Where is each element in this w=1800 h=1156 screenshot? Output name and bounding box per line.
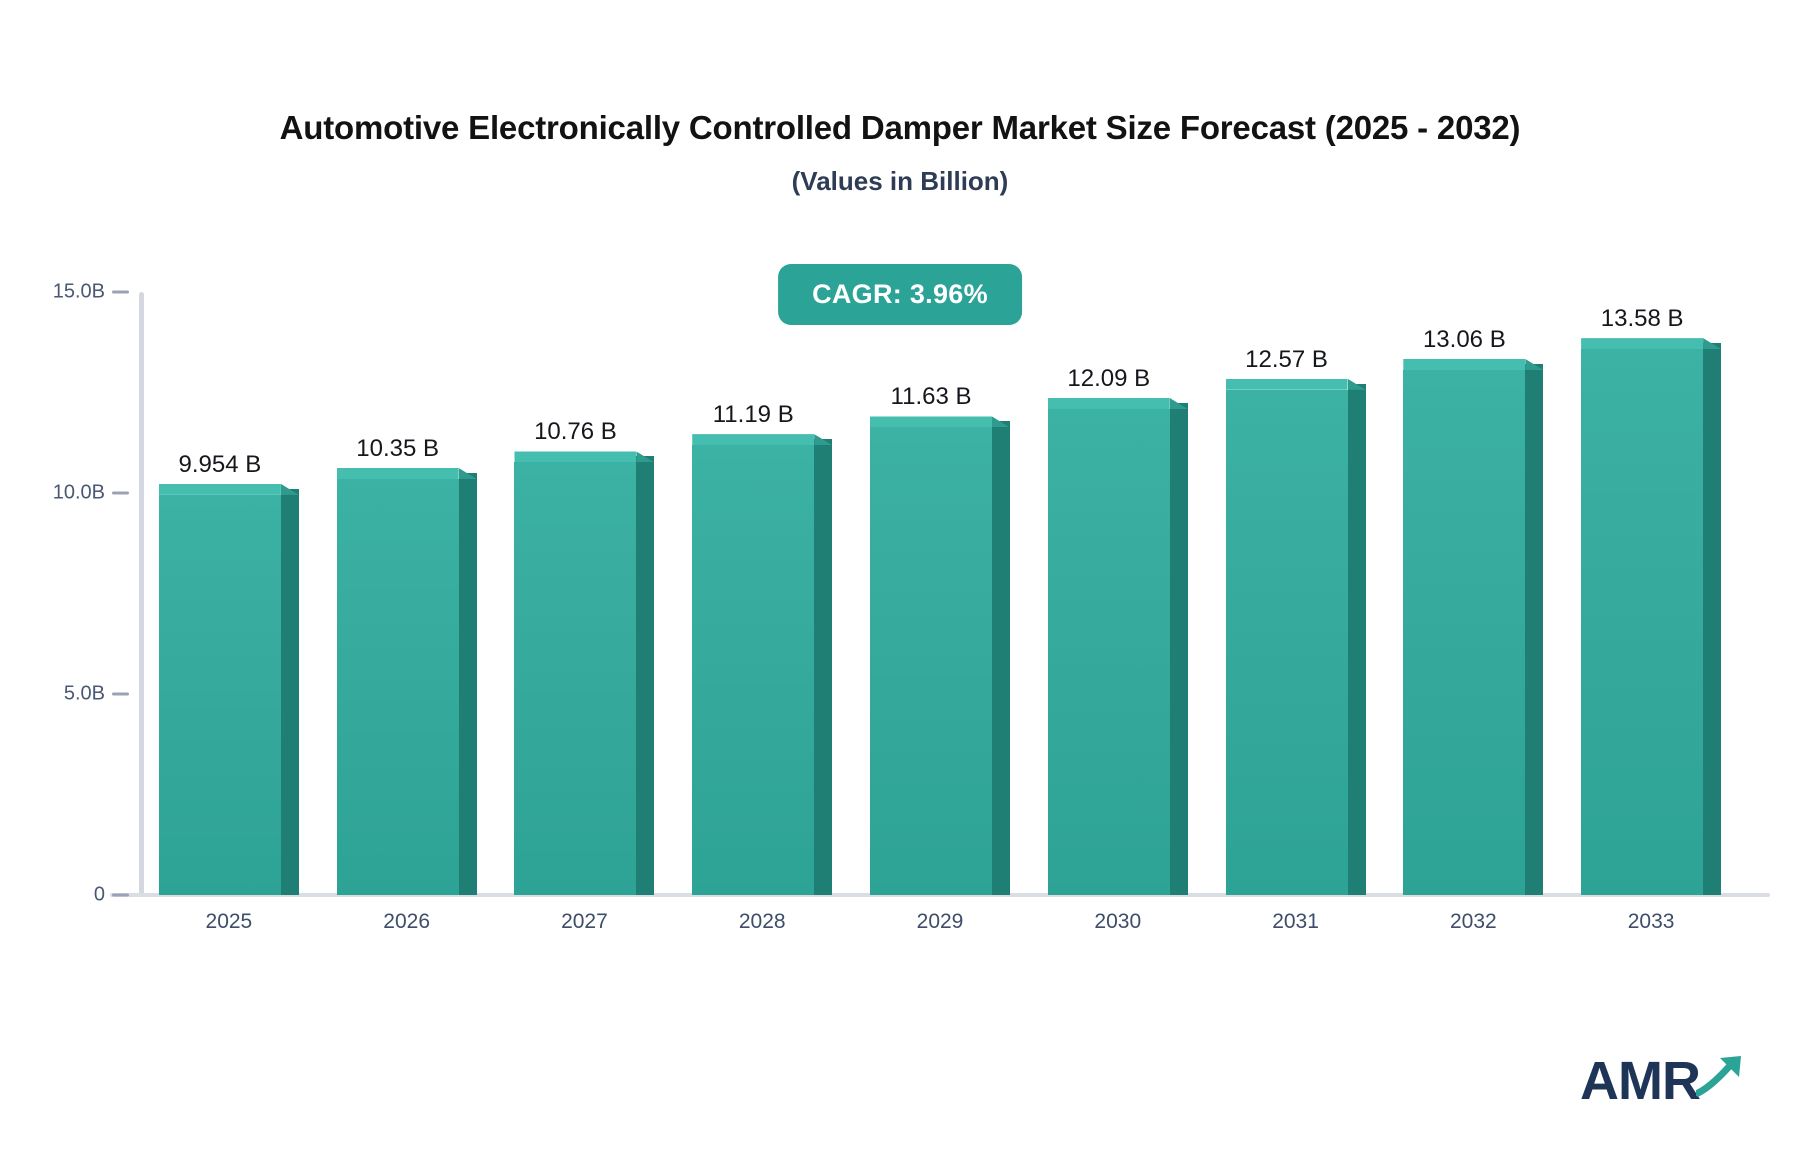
bar-2026[interactable] <box>336 467 477 895</box>
bar-front-face <box>1047 408 1170 895</box>
bar-side-face <box>636 456 655 895</box>
bar-value-label: 12.09 B <box>1067 364 1151 392</box>
bar-top-face <box>336 467 459 479</box>
y-axis-tick-mark <box>112 290 129 294</box>
x-axis-tick-label: 2026 <box>383 910 431 933</box>
bar-2028[interactable] <box>692 434 833 895</box>
x-axis-tick-label: 2031 <box>1272 910 1319 933</box>
bar-top-bevel <box>814 434 833 446</box>
bar-side-face <box>1703 343 1722 895</box>
y-axis-line <box>139 292 144 895</box>
bar-side-face <box>280 488 299 895</box>
bar-front-face <box>870 427 992 895</box>
bar-value-label: 10.35 B <box>356 434 440 462</box>
bar-top-face <box>1581 338 1704 350</box>
bar-top-bevel <box>280 483 299 495</box>
title-block: Automotive Electronically Controlled Dam… <box>0 108 1800 197</box>
x-axis-tick-label: 2032 <box>1449 910 1497 933</box>
bar-front-face <box>336 478 459 895</box>
x-axis-tick-label: 2027 <box>561 910 608 933</box>
bar-2025[interactable] <box>158 483 299 895</box>
bar-top-face <box>692 434 815 446</box>
bar-top-face <box>1047 397 1170 409</box>
bar-top-bevel <box>1703 338 1722 350</box>
y-axis-tick-marks <box>112 0 132 1156</box>
bar-side-face <box>1347 383 1366 895</box>
y-axis-tick-labels: 0 5.0B 10.0B 15.0B <box>0 0 105 1156</box>
bar-side-face <box>1169 402 1188 895</box>
bar-2027[interactable] <box>514 451 655 895</box>
x-axis-tick-label: 2033 <box>1627 910 1675 933</box>
bar-top-face <box>158 483 281 495</box>
x-axis-line <box>110 893 1770 897</box>
bar-front-face <box>1225 389 1348 895</box>
bar-top-bevel <box>458 467 477 479</box>
x-axis-tick-label: 2028 <box>738 910 786 933</box>
bar-side-face <box>458 472 477 895</box>
y-axis-tick-label: 15.0B <box>52 280 105 303</box>
x-axis-tick-label: 2030 <box>1094 910 1142 933</box>
plot-area <box>140 292 1740 895</box>
chart-subtitle: (Values in Billion) <box>791 165 1009 196</box>
bar-2033[interactable] <box>1581 338 1722 895</box>
bar-top-face <box>514 451 637 463</box>
bar-value-label: 11.63 B <box>890 383 972 411</box>
bar-top-bevel <box>1347 378 1366 390</box>
amr-logo-text: AMR <box>1580 1051 1701 1111</box>
y-axis-tick-mark <box>112 893 129 897</box>
bar-front-face <box>692 445 815 895</box>
bar-top-bevel <box>992 416 1010 428</box>
bar-top-face <box>1225 378 1348 390</box>
bar-top-bevel <box>1169 397 1188 409</box>
bar-front-face <box>1403 370 1526 895</box>
bar-top-bevel <box>1525 359 1544 370</box>
bar-2029[interactable] <box>870 416 1010 895</box>
bar-2030[interactable] <box>1047 397 1188 895</box>
bar-top-face <box>870 416 992 428</box>
page-title: Automotive Electronically Controlled Dam… <box>279 109 1521 146</box>
x-axis-tick-label: 2025 <box>205 910 253 933</box>
bar-value-label: 13.06 B <box>1422 325 1506 353</box>
bar-value-label: 12.57 B <box>1245 345 1328 373</box>
bar-value-label: 11.19 B <box>712 401 794 429</box>
y-axis-tick-label: 5.0B <box>63 682 105 705</box>
bar-front-face <box>158 494 281 895</box>
amr-logo: AMR <box>1580 1053 1748 1108</box>
bar-side-face <box>992 421 1010 895</box>
y-axis-tick-mark <box>112 692 129 696</box>
trend-up-arrow-icon <box>1694 1053 1748 1102</box>
bar-value-label: 13.58 B <box>1600 305 1684 333</box>
y-axis-tick-label: 0 <box>93 883 105 906</box>
bar-2031[interactable] <box>1225 378 1366 895</box>
bar-top-bevel <box>636 451 655 463</box>
bar-value-label: 10.76 B <box>534 418 617 446</box>
x-axis-tick-label: 2029 <box>916 910 964 933</box>
bar-2032[interactable] <box>1403 359 1544 895</box>
bar-top-face <box>1403 359 1526 370</box>
cagr-badge: CAGR: 3.96% <box>778 264 1022 325</box>
bar-side-face <box>814 439 833 895</box>
y-axis-tick-mark <box>112 491 129 495</box>
bar-front-face <box>514 462 637 895</box>
bar-side-face <box>1525 363 1544 895</box>
y-axis-tick-label: 10.0B <box>52 481 105 504</box>
bar-value-label: 9.954 B <box>178 450 262 478</box>
bar-front-face <box>1581 349 1704 895</box>
